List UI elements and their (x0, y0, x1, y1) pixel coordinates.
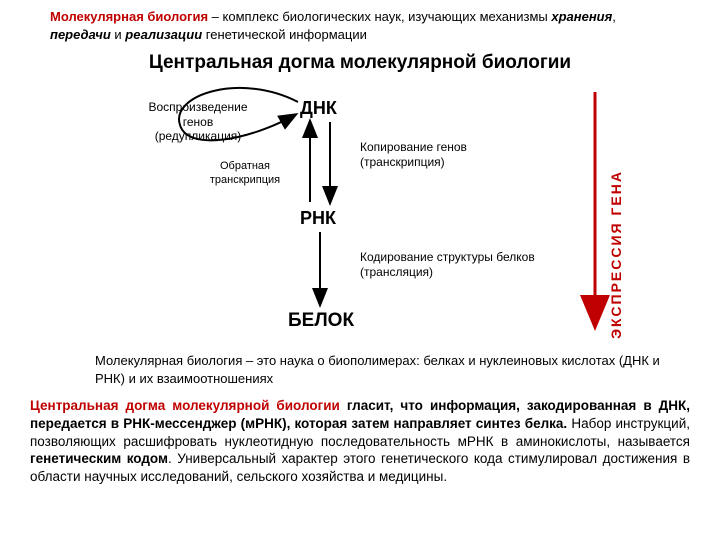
def-part1: – комплекс биологических наук, изучающих… (208, 9, 551, 24)
central-dogma-diagram: ДНК РНК БЕЛОК Воспроизведение генов (ред… (0, 80, 720, 350)
term-storage: хранения (551, 9, 612, 24)
title-molecular-biology: Молекулярная биология (50, 9, 208, 24)
term-realization: реализации (125, 27, 202, 42)
bottom-paragraph: Центральная догма молекулярной биологии … (0, 393, 720, 485)
bottom-dogma-red: Центральная догма молекулярной биологии (30, 398, 347, 413)
biopolymer-definition: Молекулярная биология – это наука о биоп… (0, 350, 720, 393)
node-protein: БЕЛОК (288, 310, 354, 332)
header-definition: Молекулярная биология – комплекс биологи… (0, 0, 720, 48)
label-reduplication: Воспроизведение генов (редупликация) (133, 100, 263, 143)
genetic-code-term: генетическим кодом (30, 451, 168, 466)
gene-expression-label: ЭКСПРЕССИЯ ГЕНА (608, 170, 624, 339)
label-transcription: Копирование генов (транскрипция) (360, 140, 467, 169)
term-transfer: передачи (50, 27, 111, 42)
node-rna: РНК (300, 208, 336, 229)
label-reverse-transcription: Обратная транскрипция (200, 160, 290, 186)
label-translation: Кодирование структуры белков (трансляция… (360, 250, 535, 279)
node-dna: ДНК (300, 98, 337, 119)
central-dogma-title: Центральная догма молекулярной биологии (0, 52, 720, 74)
